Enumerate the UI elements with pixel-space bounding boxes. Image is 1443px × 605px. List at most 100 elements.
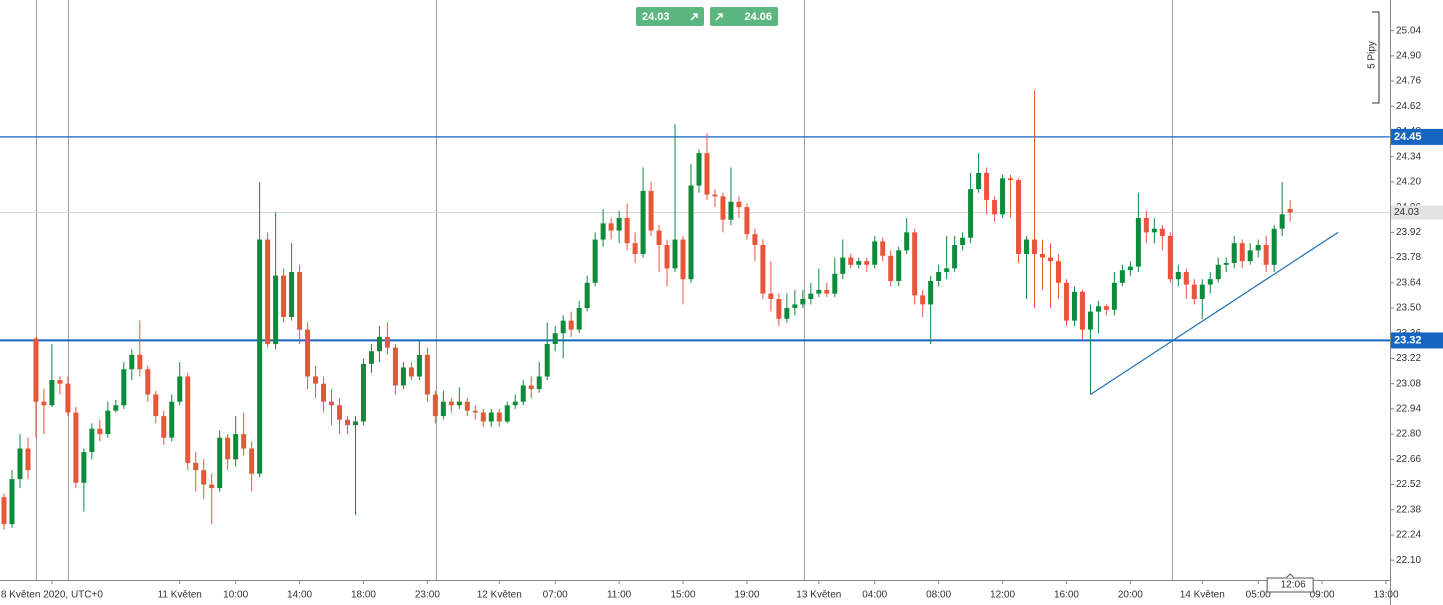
candle-body [1151,228,1157,233]
candle-body [1079,291,1085,330]
candle-body [1008,178,1014,181]
candle-body [145,369,151,395]
candle-body [984,172,990,200]
candle-body [776,299,782,319]
candle-body [848,257,854,265]
candle-body [25,448,31,471]
candle-body [1127,266,1133,271]
x-tick-label: 18:00 [351,590,376,601]
x-tick-label: 10:00 [223,590,248,601]
level-box [1391,128,1443,145]
y-tick-label: 22.38 [1396,504,1421,515]
candle-body [105,410,111,435]
candle-body [1016,180,1022,254]
candle-body [904,232,910,251]
level-box [1391,332,1443,349]
sell-button[interactable] [636,7,704,26]
candle-body [313,376,319,384]
candle-body [504,405,510,422]
candle-body [696,153,702,186]
candle-body [576,308,582,330]
candle-body [289,271,295,318]
candle-body [464,401,470,411]
candle-body [1167,235,1173,280]
candle-body [368,351,374,364]
y-tick-label: 24.20 [1396,177,1421,188]
candle-body [1040,253,1045,258]
candle-body [1103,306,1109,310]
candle-body [936,271,942,281]
range-bracket [1372,11,1380,104]
candle-body [89,428,95,453]
candle-body [137,354,143,370]
candle-body [161,416,167,438]
candle-body [736,201,742,208]
candle-body [512,401,518,406]
time-marker [1285,573,1295,579]
trendline [1090,231,1339,395]
current-time: 12:06 [1281,580,1306,591]
candle-body [840,257,846,274]
candle-body [177,376,183,402]
candle-body [656,230,662,245]
candle-body [209,484,215,489]
y-tick-label: 22.24 [1396,530,1421,541]
candle-body [1255,244,1261,251]
candle-body [768,293,774,300]
candle-body [1055,261,1061,283]
candle-body [49,380,55,406]
candle-body [480,412,486,422]
candle-body [169,401,175,438]
candle-body [568,320,574,330]
y-tick-label: 23.92 [1396,227,1421,238]
candle-body [337,405,343,420]
candle-body [1,497,7,525]
candle-body [321,383,327,402]
candle-body [992,199,998,215]
candle-body [297,271,303,330]
candle-body [1239,243,1245,262]
level-label: 23.32 [1394,334,1422,346]
candle-body [600,223,606,240]
candle-body [520,385,526,402]
y-tick-label: 24.34 [1396,151,1421,162]
candle-body [257,239,263,474]
x-tick-label: 20:00 [1118,590,1143,601]
range-label: 5 Pipy [1367,41,1378,69]
candle-body [760,244,766,294]
y-tick-label: 22.52 [1396,479,1421,490]
candle-body [968,189,974,238]
candle-body [688,185,694,280]
session-separators [36,0,1173,580]
candle-body [1095,306,1101,312]
plot [0,90,1390,530]
y-tick-label: 23.22 [1396,353,1421,364]
candle-body [376,336,382,352]
candle-body [664,244,670,269]
ask-price: 24.06 [744,11,772,23]
candle-body [1279,214,1285,229]
candle-body [1087,311,1093,330]
candle-body [1231,243,1237,263]
level-label: 24.45 [1394,131,1422,143]
x-tick-label: 15:00 [671,590,696,601]
candle-body [33,338,39,402]
x-tick-label: 11:00 [607,590,632,601]
trade-widget: 24.03 24.06 [636,7,778,26]
candle-body [624,217,630,244]
candle-body [233,434,239,460]
x-tick-label: 8 Květen 2020, UTC+0 [1,590,103,601]
x-tick-label: 09:00 [1310,590,1335,601]
candle-body [632,243,638,254]
candle-body [800,299,806,305]
candle-body [408,367,414,377]
candle-body [896,250,902,281]
x-tick-label: 07:00 [543,590,568,601]
y-tick-label: 22.10 [1396,555,1421,566]
candle-body [97,428,103,435]
buy-button[interactable] [710,7,778,26]
y-tick-label: 22.66 [1396,454,1421,465]
candle-body [608,223,614,231]
candle-body [57,380,63,384]
